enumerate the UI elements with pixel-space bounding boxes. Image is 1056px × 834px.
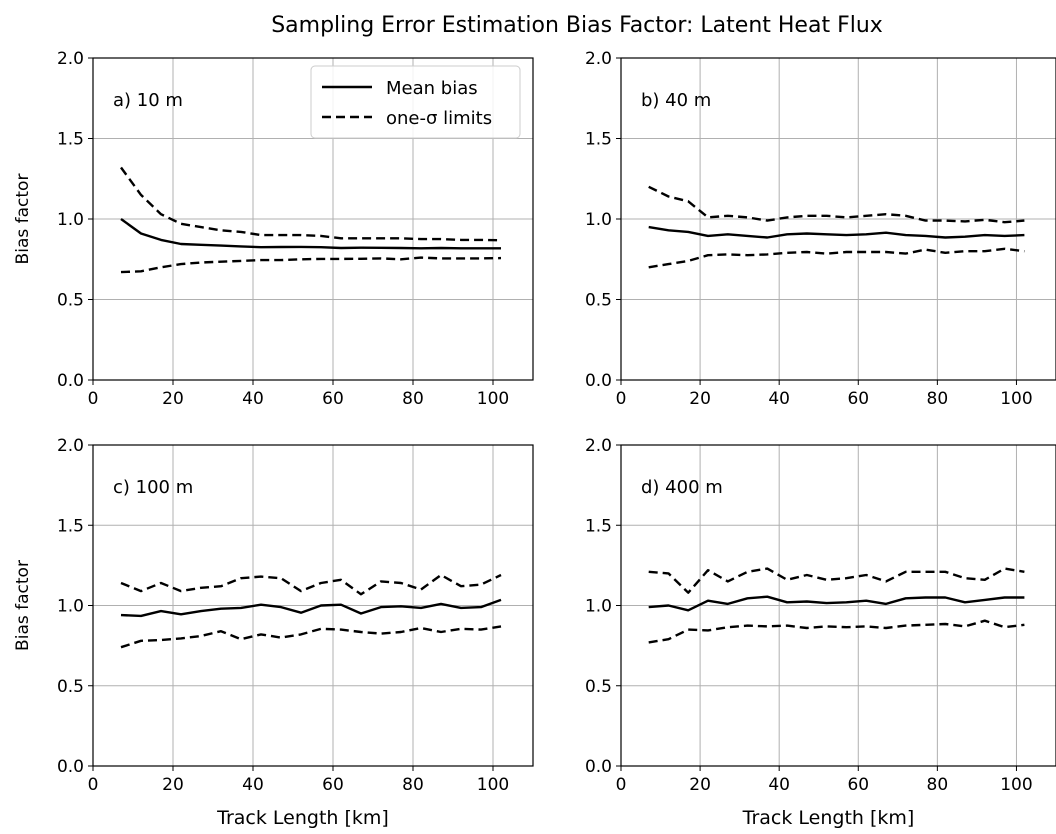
y-tick-label: 0.0 (585, 371, 612, 391)
y-tick-label: 1.0 (57, 210, 84, 230)
x-tick-label: 0 (616, 775, 627, 795)
y-tick-label: 0.5 (57, 291, 84, 311)
panel-4: 0 20 40 60 80 100 0.0 0.5 1.0 1.5 2.0 d) 400 m Track… (585, 436, 1056, 829)
y-axis-label: Bias factor (13, 174, 33, 265)
x-axis-label: Track Length [km] (742, 807, 915, 829)
panel-2: 0 20 40 60 80 100 0.0 0.5 1.0 1.5 2.0 b) 40 m (585, 49, 1056, 409)
sigma-limit-line (648, 185, 1025, 224)
x-tick-label: 80 (927, 775, 949, 795)
y-tick-label: 0.0 (57, 757, 84, 777)
x-tick-label: 100 (477, 389, 509, 409)
panel-label: b) 40 m (641, 90, 711, 111)
y-tick-label: 0.5 (585, 677, 612, 697)
y-tick-label: 2.0 (57, 49, 84, 69)
x-tick-label: 60 (322, 775, 344, 795)
y-tick-label: 1.5 (57, 516, 84, 536)
sigma-limit-line (120, 573, 502, 596)
sigma-limit-line (648, 247, 1025, 269)
panel-1: 0 20 40 60 80 100 0.0 0.5 1.0 1.5 2.0 a) 10 m Bias f… (13, 49, 534, 409)
x-tick-label: 100 (1000, 775, 1032, 795)
x-tick-label: 0 (88, 389, 99, 409)
legend-mean-label: Mean bias (386, 78, 478, 99)
x-tick-label: 0 (88, 775, 99, 795)
x-tick-label: 60 (322, 389, 344, 409)
y-tick-label: 1.5 (585, 130, 612, 150)
y-tick-label: 2.0 (585, 49, 612, 69)
y-axis-label: Bias factor (13, 560, 33, 651)
y-tick-label: 0.5 (57, 677, 84, 697)
x-tick-label: 100 (477, 775, 509, 795)
mean-bias-line (648, 595, 1025, 612)
y-tick-label: 2.0 (585, 436, 612, 456)
y-tick-label: 0.5 (585, 291, 612, 311)
sigma-limit-line (120, 166, 502, 242)
y-tick-label: 0.0 (585, 757, 612, 777)
mean-bias-line (120, 218, 501, 250)
x-tick-label: 80 (402, 389, 424, 409)
sigma-limit-line (120, 625, 502, 649)
x-tick-label: 20 (689, 389, 711, 409)
panels: 0 20 40 60 80 100 0.0 0.5 1.0 1.5 2.0 a) 10 m Bias f… (13, 49, 1056, 829)
legend: Mean bias one-σ limits (310, 65, 521, 139)
x-tick-label: 60 (847, 775, 869, 795)
x-tick-label: 20 (162, 389, 184, 409)
y-tick-label: 1.5 (585, 516, 612, 536)
sigma-limit-line (648, 567, 1025, 594)
panel-3: 0 20 40 60 80 100 0.0 0.5 1.0 1.5 2.0 c) 100 m Bias … (13, 436, 534, 829)
y-tick-label: 0.0 (57, 371, 84, 391)
sigma-limit-line (648, 619, 1025, 644)
mean-bias-line (120, 598, 502, 618)
panel-label: a) 10 m (113, 90, 183, 111)
x-tick-label: 80 (927, 389, 949, 409)
y-tick-label: 1.0 (585, 597, 612, 617)
sigma-limit-line (120, 256, 502, 274)
y-tick-label: 1.0 (57, 597, 84, 617)
panel-label: c) 100 m (113, 477, 193, 498)
x-tick-label: 0 (616, 389, 627, 409)
x-tick-label: 40 (242, 389, 264, 409)
x-axis-label: Track Length [km] (216, 807, 389, 829)
panel-label: d) 400 m (641, 477, 723, 498)
x-tick-label: 20 (689, 775, 711, 795)
x-tick-label: 100 (1000, 389, 1032, 409)
x-tick-label: 40 (242, 775, 264, 795)
mean-bias-line (648, 225, 1025, 239)
y-tick-label: 2.0 (57, 436, 84, 456)
x-tick-label: 60 (847, 389, 869, 409)
legend-box (310, 65, 521, 139)
x-tick-label: 80 (402, 775, 424, 795)
y-tick-label: 1.0 (585, 210, 612, 230)
figure-title: Sampling Error Estimation Bias Factor: L… (271, 13, 883, 38)
y-tick-label: 1.5 (57, 130, 84, 150)
x-tick-label: 40 (768, 775, 790, 795)
x-tick-label: 20 (162, 775, 184, 795)
x-tick-label: 40 (768, 389, 790, 409)
legend-sigma-label: one-σ limits (386, 108, 492, 129)
